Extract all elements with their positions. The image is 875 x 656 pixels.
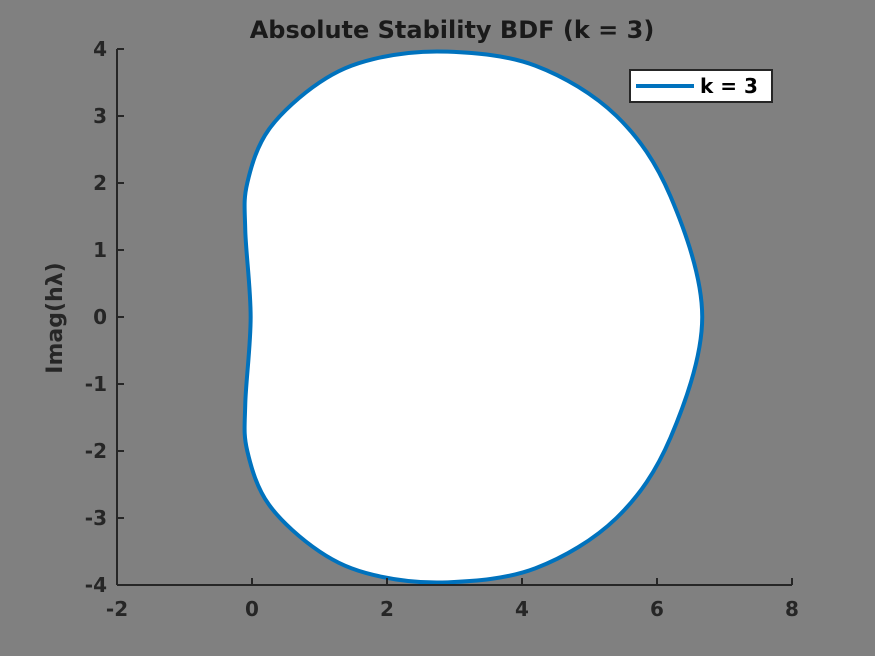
stability-region-fill [244,51,703,583]
legend: k = 3 [629,69,773,103]
y-tick-label: -2 [85,439,107,463]
y-tick-label: 1 [93,238,107,262]
axes: -2 0 2 4 6 8 -4 -3 -2 -1 0 1 2 3 4 [85,37,799,621]
x-tick-label: 0 [245,597,259,621]
legend-label: k = 3 [700,74,758,98]
y-tick-label: 2 [93,171,107,195]
y-tick-label: -4 [85,573,107,597]
x-tick-label: 2 [380,597,394,621]
x-tick-label: 6 [650,597,664,621]
y-tick-label: -3 [85,506,107,530]
y-tick-label: -1 [85,372,107,396]
series-line-k3 [242,49,705,585]
x-tick-label: 4 [515,597,529,621]
x-tick-label: -2 [106,597,128,621]
plot-area [242,49,705,585]
chart-title: Absolute Stability BDF (k = 3) [250,16,655,44]
y-axis-label: Imag(hλ) [43,262,68,373]
y-tick-label: 0 [93,305,107,329]
x-tick-label: 8 [785,597,799,621]
y-tick-label: 4 [93,37,107,61]
y-tick-label: 3 [93,104,107,128]
